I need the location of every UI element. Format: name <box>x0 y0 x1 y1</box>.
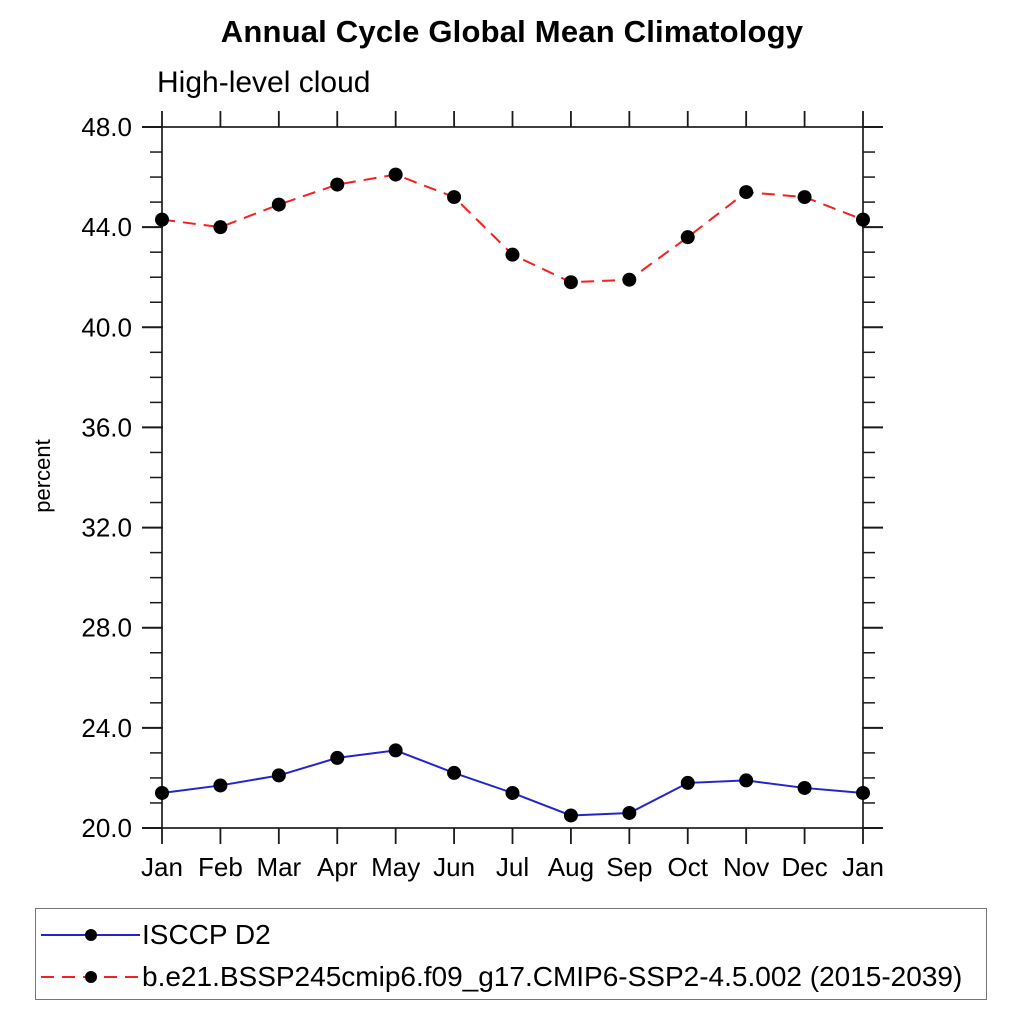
x-tick-label: Nov <box>723 852 769 882</box>
x-tick-label: Jan <box>842 852 884 882</box>
x-tick-label: Sep <box>606 852 652 882</box>
legend-box: ISCCP D2 b.e21.BSSP245cmip6.f09_g17.CMIP… <box>35 908 987 1000</box>
data-point-marker <box>213 778 228 793</box>
legend-line-sample-dashed <box>41 971 140 983</box>
data-point-marker <box>856 785 870 800</box>
data-point-marker <box>739 773 754 788</box>
y-tick-label: 28.0 <box>81 613 132 643</box>
data-point-marker <box>739 185 754 200</box>
y-tick-label: 20.0 <box>81 813 132 843</box>
chart-title: Annual Cycle Global Mean Climatology <box>220 14 804 49</box>
data-point-marker <box>155 212 169 227</box>
data-point-marker <box>155 785 169 800</box>
data-point-marker <box>680 775 695 790</box>
data-point-marker <box>856 212 870 227</box>
chart-subtitle: High-level cloud <box>157 66 371 99</box>
data-point-marker <box>680 230 695 245</box>
x-tick-label: Feb <box>198 852 243 882</box>
legend-entry-isccp: ISCCP D2 <box>36 914 986 956</box>
y-tick-label: 40.0 <box>81 312 132 342</box>
x-tick-label: Jan <box>141 852 183 882</box>
data-point-marker <box>388 743 403 758</box>
data-point-marker <box>330 750 345 765</box>
legend-label-model: b.e21.BSSP245cmip6.f09_g17.CMIP6-SSP2-4.… <box>142 961 963 992</box>
series-line-isccp <box>161 749 864 817</box>
data-point-marker <box>797 780 812 795</box>
y-tick-label: 24.0 <box>81 713 132 743</box>
data-point-marker <box>563 808 578 823</box>
data-point-marker <box>622 805 637 820</box>
data-point-marker <box>447 190 462 205</box>
y-tick-label: 44.0 <box>81 212 132 242</box>
x-tick-label: Aug <box>548 852 594 882</box>
data-point-marker <box>505 785 520 800</box>
data-point-marker <box>447 765 462 780</box>
x-tick-label: Mar <box>256 852 301 882</box>
data-point-marker <box>388 167 403 182</box>
data-point-marker <box>505 247 520 262</box>
series-line-model <box>161 173 864 284</box>
data-point-marker <box>330 177 345 192</box>
y-tick-label: 48.0 <box>81 112 132 142</box>
data-point-marker <box>271 768 286 783</box>
data-point-marker <box>622 272 637 287</box>
legend-label-isccp: ISCCP D2 <box>142 919 271 950</box>
x-tick-label: Jun <box>433 852 475 882</box>
data-point-marker <box>213 220 228 235</box>
x-tick-label: Jul <box>496 852 529 882</box>
legend-entry-model: b.e21.BSSP245cmip6.f09_g17.CMIP6-SSP2-4.… <box>36 956 986 998</box>
x-tick-label: Dec <box>781 852 827 882</box>
data-point-marker <box>563 275 578 290</box>
data-point-marker <box>271 197 286 212</box>
plot-frame <box>161 126 864 829</box>
x-tick-label: Oct <box>668 852 709 882</box>
y-tick-label: 36.0 <box>81 412 132 442</box>
x-tick-label: Apr <box>317 852 358 882</box>
legend-line-sample-solid <box>41 929 140 941</box>
y-tick-label: 32.0 <box>81 513 132 543</box>
x-tick-label: May <box>371 852 420 882</box>
data-point-marker <box>797 190 812 205</box>
